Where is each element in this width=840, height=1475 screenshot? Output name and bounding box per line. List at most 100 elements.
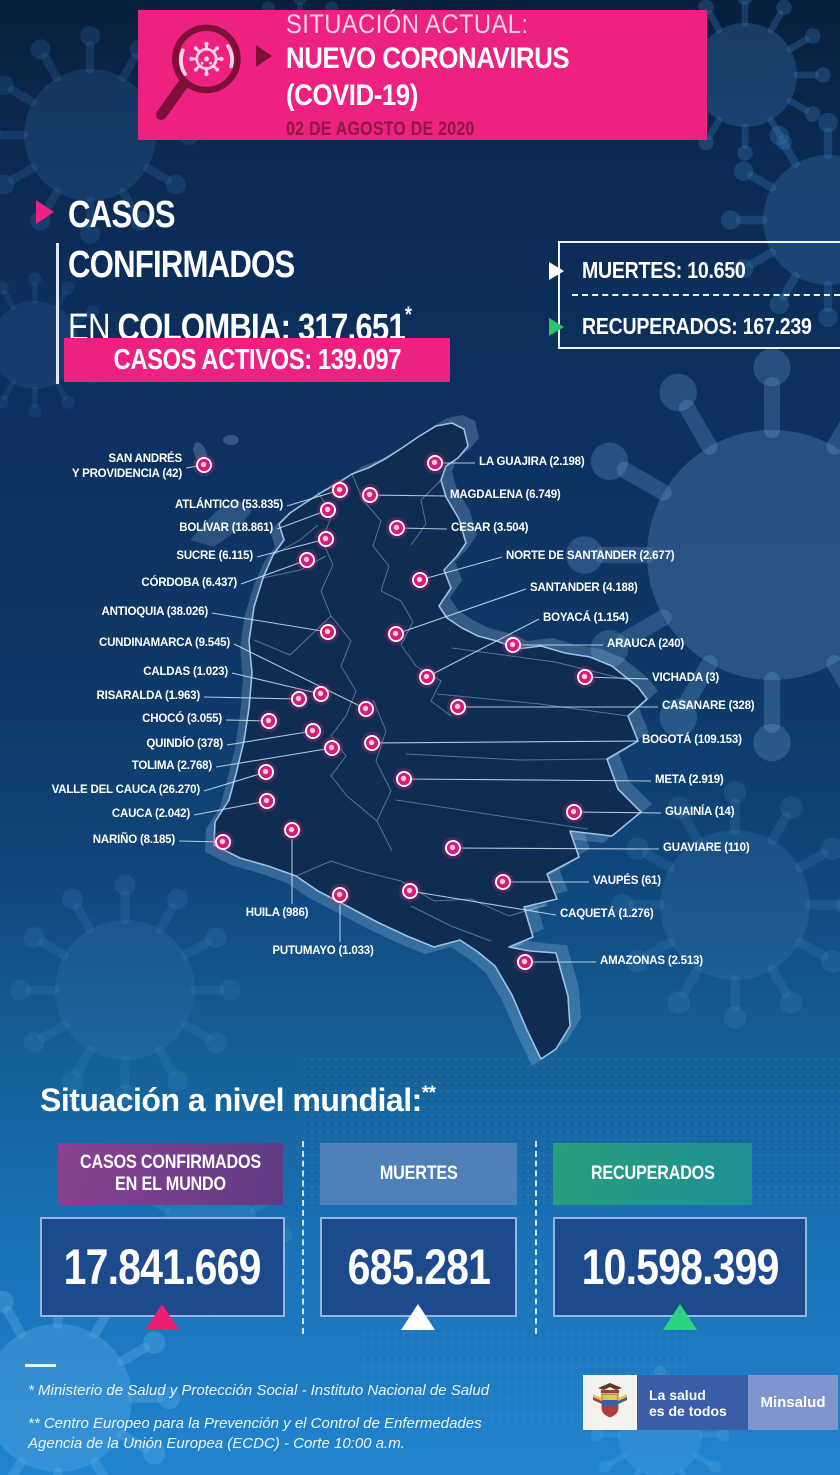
connector-boyac — [426, 618, 540, 678]
connector-antioquia — [211, 612, 329, 633]
world-card-header-recovered: RECUPERADOS — [553, 1143, 752, 1205]
map-dot-putumayo — [329, 884, 351, 906]
map-dot-cundinamarca — [355, 698, 377, 720]
map-dot-casanare — [447, 696, 469, 718]
map-dot-bol-var — [317, 499, 339, 521]
map-dot-arauca — [502, 634, 524, 656]
header-banner: SITUACIÓN ACTUAL: NUEVO CORONAVIRUS (COV… — [138, 8, 707, 143]
map-dot-la-guajira — [424, 452, 446, 474]
confirmed-asterisk: * — [404, 302, 412, 327]
map-dot-amazonas — [514, 951, 536, 973]
recovered-text: RECUPERADOS: 167.239 — [582, 313, 812, 339]
magnifier-virus-icon — [156, 24, 241, 121]
connector-cundinamarca — [233, 643, 367, 710]
connector-santander — [395, 588, 527, 635]
department-dots — [193, 452, 596, 973]
connector-meta — [403, 778, 652, 782]
connector-c-rdoba — [240, 559, 308, 585]
connector-guain-a — [573, 811, 662, 814]
recovered-arrow-icon — [549, 317, 564, 336]
map-dot-boyac — [416, 666, 438, 688]
condor-icon — [598, 1382, 622, 1390]
footer-note-2: ** Centro Europeo para la Prevención y e… — [28, 1415, 482, 1432]
map-dot-choc — [258, 710, 280, 732]
world-card-value-recovered: 10.598.399 — [553, 1217, 807, 1317]
deaths-row: MUERTES: 10.650 — [549, 257, 774, 284]
world-title-note: ** — [421, 1083, 436, 1104]
connector-guaviare — [452, 847, 660, 850]
world-card-header-deaths: MUERTES — [320, 1143, 517, 1205]
map-dot-santander — [385, 623, 407, 645]
banner-kicker: SITUACIÓN ACTUAL: — [286, 8, 529, 39]
recovered-row: RECUPERADOS: 167.239 — [549, 313, 840, 340]
map-dot-bogot — [361, 732, 383, 754]
map-dot-vaup-s — [492, 871, 514, 893]
connector-caquet — [409, 890, 557, 916]
deaths-text: MUERTES: 10.650 — [582, 257, 746, 283]
brand-slogan: La salud es de todos — [637, 1375, 748, 1430]
confirmed-line1: CASOS — [68, 194, 176, 236]
footer-note-1: * Ministerio de Salud y Protección Socia… — [28, 1382, 490, 1399]
world-section-title: Situación a nivel mundial:** — [40, 1082, 436, 1118]
map-dot-valle-del-cauca — [255, 761, 277, 783]
map-dot-meta — [393, 768, 415, 790]
world-separator — [535, 1141, 537, 1334]
world-separator — [302, 1141, 304, 1334]
connector-vichada — [584, 676, 649, 680]
trend-arrow-recovered — [663, 1304, 697, 1330]
map-dot-tolima — [321, 737, 343, 759]
confirmed-line2: CONFIRMADOS — [68, 244, 295, 286]
connector-cauca — [193, 800, 268, 816]
dashed-divider — [572, 294, 840, 296]
connector-bol-var — [276, 509, 329, 530]
world-card-value-confirmed: 17.841.669 — [40, 1217, 285, 1317]
colombia-coat-of-arms — [583, 1375, 637, 1430]
brand-name: Minsalud — [748, 1375, 838, 1430]
banner-title: NUEVO CORONAVIRUS (COVID-19) — [286, 41, 570, 112]
map-dot-magdalena — [359, 484, 381, 506]
colombia-outline — [213, 422, 648, 1060]
map-dot-sucre — [315, 528, 337, 550]
banner-arrow-icon — [256, 45, 272, 67]
connector-atl-ntico — [286, 489, 341, 507]
connector-cesar — [396, 527, 448, 530]
map-dot-atl-ntico — [329, 479, 351, 501]
connector-tolima — [215, 747, 333, 768]
footer-note-3: Agencia de la Unión Europea (ECDC) - Cor… — [28, 1435, 405, 1452]
confirmed-rule — [56, 243, 59, 384]
map-dot-norte-de-santander — [409, 569, 431, 591]
map-dot-huila — [281, 819, 303, 841]
connector-risaralda — [203, 696, 300, 700]
map-dot-nari-o — [212, 831, 234, 853]
connector-quind-o — [226, 730, 314, 746]
map-dot-antioquia — [317, 621, 339, 643]
deaths-arrow-icon — [549, 261, 564, 280]
connector-bogot — [371, 740, 639, 744]
connector-lines — [178, 462, 662, 963]
map-dot-guain-a — [563, 801, 585, 823]
trend-arrow-confirmed — [145, 1304, 179, 1330]
confirmed-arrow-icon — [36, 200, 54, 224]
map-dot-san-andr-s-y-providencia — [193, 454, 215, 476]
connector-magdalena — [369, 494, 447, 497]
connector-sucre — [256, 538, 327, 558]
banner-date: 02 DE AGOSTO DE 2020 — [286, 118, 475, 140]
world-card-header-confirmed: CASOS CONFIRMADOS EN EL MUNDO — [58, 1143, 283, 1205]
map-dot-guaviare — [442, 837, 464, 859]
world-card-value-deaths: 685.281 — [320, 1217, 517, 1317]
map-dot-cesar — [386, 517, 408, 539]
active-cases-box: CASOS ACTIVOS: 139.097 — [64, 338, 450, 382]
connector-valle-del-cauca — [203, 771, 267, 792]
connector-norte-de-santander — [419, 556, 503, 581]
banner-text: SITUACIÓN ACTUAL: NUEVO CORONAVIRUS (COV… — [286, 8, 707, 143]
deaths-recovered-box: MUERTES: 10.650 RECUPERADOS: 167.239 — [549, 241, 840, 349]
confirmed-title: CASOS CONFIRMADOS EN COLOMBIA: 317.651* — [68, 190, 412, 353]
minsalud-brand: La salud es de todos Minsalud — [583, 1375, 838, 1430]
map-dot-quind-o — [302, 720, 324, 742]
map-dot-vichada — [574, 666, 596, 688]
trend-arrow-deaths — [401, 1304, 435, 1330]
footer-rule — [25, 1364, 56, 1367]
map-dot-cauca — [256, 790, 278, 812]
map-dot-c-rdoba — [296, 549, 318, 571]
